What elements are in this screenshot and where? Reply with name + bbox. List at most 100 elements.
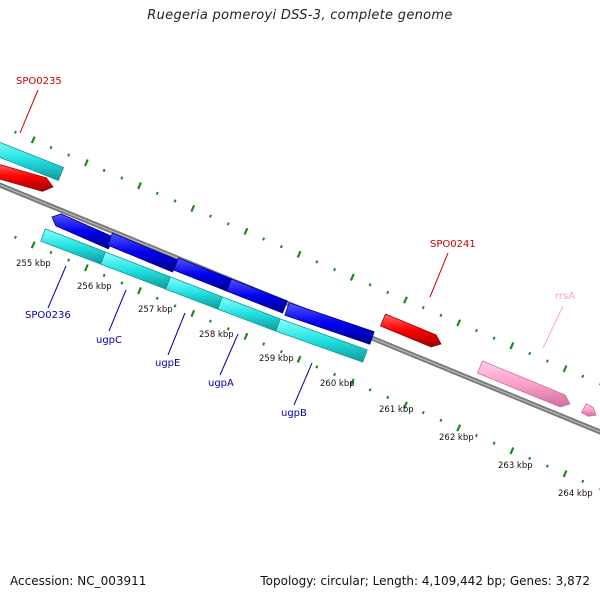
tick-label: 264 kbp bbox=[558, 489, 593, 499]
gene-label-ugpC: ugpC bbox=[96, 335, 122, 346]
minor-tick bbox=[386, 290, 390, 295]
minor-tick bbox=[67, 153, 71, 157]
major-tick bbox=[349, 273, 355, 281]
minor-tick bbox=[368, 388, 372, 392]
minor-tick bbox=[155, 296, 159, 300]
minor-tick bbox=[13, 235, 17, 239]
minor-tick bbox=[386, 395, 390, 400]
outer-tick-track bbox=[13, 130, 600, 386]
gene-layer bbox=[0, 141, 597, 417]
minor-tick bbox=[226, 327, 230, 331]
genome-summary-text: Topology: circular; Length: 4,109,442 bp… bbox=[260, 574, 590, 588]
minor-tick bbox=[49, 250, 53, 255]
minor-tick bbox=[581, 479, 585, 483]
major-tick bbox=[562, 470, 568, 478]
minor-tick bbox=[226, 222, 230, 226]
major-tick bbox=[137, 286, 142, 295]
minor-tick bbox=[581, 374, 585, 378]
leader-line-ugpA bbox=[219, 333, 239, 376]
minor-tick bbox=[333, 372, 337, 377]
minor-tick bbox=[13, 130, 17, 134]
tick-label: 262 kbp bbox=[439, 433, 474, 443]
major-tick bbox=[296, 250, 302, 258]
major-tick bbox=[243, 227, 249, 236]
leader-line-SPO0236 bbox=[47, 265, 67, 309]
minor-tick bbox=[474, 433, 478, 438]
minor-tick bbox=[528, 456, 532, 461]
gene-SPO0235 bbox=[0, 164, 54, 192]
leader-line-ugpC bbox=[108, 289, 127, 332]
tick-label: 260 kbp bbox=[320, 379, 355, 389]
minor-tick bbox=[315, 260, 319, 264]
major-tick bbox=[456, 319, 462, 327]
gene-label-SPO0235: SPO0235 bbox=[16, 76, 62, 87]
minor-tick bbox=[492, 441, 496, 445]
tick-label: 255 kbp bbox=[16, 259, 51, 269]
gene-ugpB bbox=[284, 302, 375, 345]
minor-tick bbox=[279, 244, 283, 249]
gene-label-SPO0236: SPO0236 bbox=[25, 310, 71, 321]
major-tick bbox=[296, 355, 302, 363]
major-tick bbox=[137, 181, 142, 190]
leader-line-SPO0241 bbox=[429, 252, 449, 298]
tick-label: 257 kbp bbox=[138, 305, 173, 315]
major-tick bbox=[30, 241, 36, 249]
gene-ugpB-cyan bbox=[275, 318, 368, 363]
major-tick bbox=[509, 342, 515, 350]
minor-tick bbox=[528, 351, 532, 356]
minor-tick bbox=[439, 418, 443, 422]
map-title: Ruegeria pomeroyi DSS-3, complete genome bbox=[147, 8, 453, 23]
minor-tick bbox=[492, 336, 496, 340]
tick-dot-layer bbox=[13, 130, 600, 491]
major-tick bbox=[83, 264, 89, 272]
accession-text: Accession: NC_003911 bbox=[10, 574, 147, 588]
leader-line-ugpE bbox=[167, 312, 186, 356]
gene-label-ugpE: ugpE bbox=[155, 358, 180, 369]
minor-tick bbox=[173, 199, 177, 203]
minor-tick bbox=[102, 273, 106, 278]
leader-line-ugpB bbox=[293, 362, 313, 406]
major-tick bbox=[190, 204, 196, 213]
minor-tick bbox=[421, 305, 425, 310]
minor-tick bbox=[279, 349, 283, 354]
minor-tick bbox=[474, 328, 478, 333]
minor-tick bbox=[333, 267, 337, 272]
minor-tick bbox=[49, 145, 53, 150]
minor-tick bbox=[262, 342, 266, 346]
leader-line-rrsA bbox=[542, 305, 564, 349]
inner-tick-track bbox=[13, 235, 600, 491]
major-tick bbox=[83, 159, 89, 167]
minor-tick bbox=[368, 283, 372, 287]
label-layer: 255 kbp 256 kbp 257 kbp 258 kbp 259 kbp 260 k… bbox=[16, 76, 593, 499]
minor-tick bbox=[545, 359, 549, 363]
minor-tick bbox=[421, 410, 425, 415]
major-tick bbox=[562, 365, 568, 373]
gene-SPO0236-blue bbox=[51, 213, 115, 250]
minor-tick bbox=[67, 258, 71, 262]
gene-ugpA bbox=[226, 278, 288, 314]
major-tick bbox=[509, 447, 515, 455]
major-tick bbox=[403, 296, 408, 304]
gene-label-ugpB: ugpB bbox=[281, 408, 307, 419]
major-tick bbox=[456, 424, 462, 432]
minor-tick bbox=[120, 176, 124, 180]
gene-rrsA bbox=[476, 360, 571, 408]
gene-SPO0241 bbox=[379, 313, 442, 348]
major-tick bbox=[403, 401, 408, 409]
major-tick bbox=[243, 332, 249, 341]
major-tick bbox=[349, 378, 355, 386]
minor-tick bbox=[173, 304, 177, 308]
tick-label: 263 kbp bbox=[498, 461, 533, 471]
minor-tick bbox=[102, 168, 106, 173]
minor-tick bbox=[315, 365, 319, 369]
minor-tick bbox=[439, 313, 443, 317]
gene-label-SPO0241: SPO0241 bbox=[430, 239, 476, 250]
minor-tick bbox=[545, 464, 549, 468]
gene-SPO0235-cyan bbox=[0, 141, 65, 182]
gene-rrsA-small bbox=[580, 403, 597, 417]
gene-label-rrsA: rrsA bbox=[555, 291, 575, 302]
minor-tick bbox=[120, 281, 124, 285]
minor-tick bbox=[155, 191, 159, 195]
tick-label: 256 kbp bbox=[77, 282, 112, 292]
